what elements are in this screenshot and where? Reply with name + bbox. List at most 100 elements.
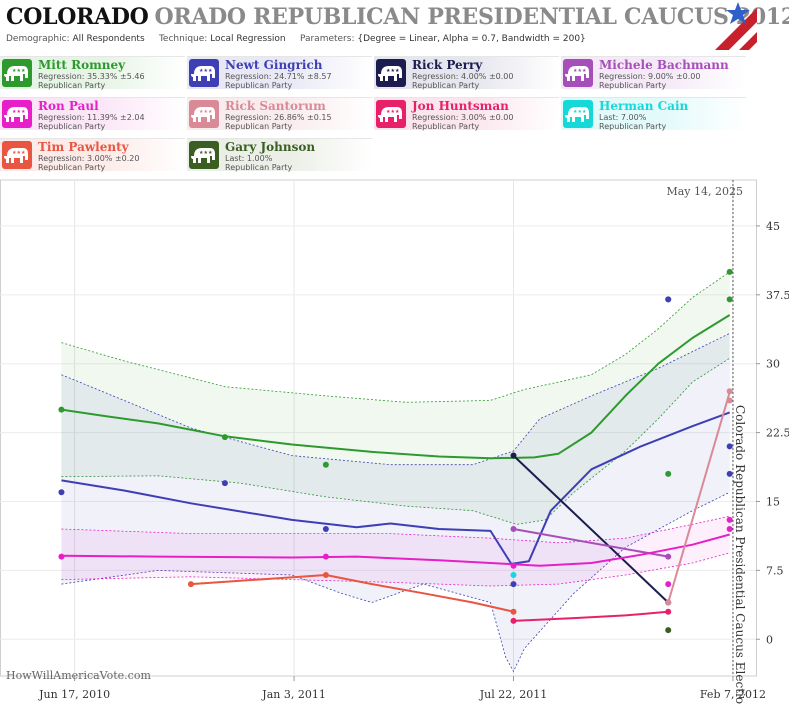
candidate-stat: Regression: 9.00% ±0.00: [599, 72, 701, 81]
technique-label: Technique:: [158, 34, 208, 44]
poll-point: [322, 571, 329, 578]
current-date-label: May 14, 2025: [666, 185, 743, 198]
page-title: COLORADO ORADO REPUBLICAN PRESIDENTIAL CA…: [6, 4, 789, 30]
x-tick-label: Jun 17, 2010: [38, 688, 110, 701]
candidate-card[interactable]: ★★★ Mitt Romney Regression: 35.33% ±5.46 Re…: [0, 56, 185, 90]
candidate-name: Ron Paul: [38, 99, 99, 113]
title-rest: ORADO REPUBLICAN PRESIDENTIAL CAUCUS 201…: [154, 4, 789, 30]
candidate-stat: Last: 1.00%: [225, 154, 273, 163]
poll-point: [665, 599, 672, 606]
candidate-party: Republican Party: [38, 163, 106, 172]
chart: Jun 17, 2010 Jan 3, 2011 Jul 22, 2011 Feb 7…: [0, 179, 789, 704]
poll-point: [665, 608, 672, 615]
poll-point: [726, 397, 733, 404]
poll-point: [322, 461, 329, 468]
elephant-icon: ★★★: [189, 100, 219, 128]
candidate-stat: Regression: 11.39% ±2.04: [38, 113, 145, 122]
svg-text:★★★: ★★★: [12, 150, 26, 156]
poll-point: [726, 470, 733, 477]
poll-point: [187, 581, 194, 588]
y-tick-label: 7.5: [766, 564, 784, 577]
candidate-card[interactable]: ★★★ Rick Santorum Regression: 26.86% ±0.15…: [187, 97, 372, 131]
grid-layer: [0, 179, 757, 677]
candidate-stat: Regression: 35.33% ±5.46: [38, 72, 145, 81]
poll-point: [510, 571, 517, 578]
x-tick-label: Jan 3, 2011: [261, 688, 326, 701]
confidence-band: [61, 333, 730, 672]
candidate-stat: Last: 7.00%: [599, 113, 647, 122]
series-line: [190, 574, 514, 613]
y-tick-label: 45: [766, 220, 780, 233]
candidate-name: Rick Perry: [412, 58, 483, 72]
y-tick-label: 22.5: [766, 427, 789, 440]
confidence-band-layer: [61, 271, 730, 673]
candidate-card[interactable]: ★★★ Herman Cain Last: 7.00% Republican Part…: [561, 97, 746, 131]
poll-point: [665, 581, 672, 588]
poll-point: [726, 526, 733, 533]
candidate-stat: Regression: 4.00% ±0.00: [412, 72, 514, 81]
poll-point: [510, 562, 517, 569]
elephant-icon: ★★★: [2, 141, 32, 169]
series-line: [61, 533, 730, 567]
poll-point: [510, 526, 517, 533]
candidate-party: Republican Party: [412, 81, 480, 90]
candidate-card[interactable]: ★★★ Newt Gingrich Regression: 24.71% ±8.57…: [187, 56, 372, 90]
svg-text:★★★: ★★★: [199, 109, 213, 115]
band-upper-line: [61, 515, 730, 544]
candidate-card[interactable]: ★★★ Ron Paul Regression: 11.39% ±2.04 Repub…: [0, 97, 185, 131]
poll-point: [221, 434, 228, 441]
poll-point: [322, 553, 329, 560]
series-line: [61, 411, 731, 565]
candidate-card[interactable]: ★★★ Jon Huntsman Regression: 3.00% ±0.00 Re…: [374, 97, 559, 131]
candidate-name: Rick Santorum: [225, 99, 326, 113]
y-tick-label: 15: [766, 495, 780, 508]
candidate-name: Michele Bachmann: [599, 58, 729, 72]
candidate-party: Republican Party: [599, 81, 667, 90]
elephant-icon: ★★★: [563, 59, 593, 87]
x-tick-label: Jul 22, 2011: [479, 688, 548, 701]
candidate-card[interactable]: ★★★ Michele Bachmann Regression: 9.00% ±0.…: [561, 56, 746, 90]
poll-point: [322, 526, 329, 533]
elephant-icon: ★★★: [189, 59, 219, 87]
candidate-card[interactable]: ★★★ Rick Perry Regression: 4.00% ±0.00 Repu…: [374, 56, 559, 90]
regression-line-layer: [61, 314, 731, 622]
poll-point: [510, 452, 517, 459]
svg-text:★★★: ★★★: [12, 68, 26, 74]
poll-point: [665, 470, 672, 477]
series-line: [513, 528, 669, 558]
candidate-name: Newt Gingrich: [225, 58, 323, 72]
elephant-icon: ★★★: [2, 100, 32, 128]
candidate-party: Republican Party: [225, 81, 293, 90]
candidate-stat: Regression: 3.00% ±0.00: [412, 113, 514, 122]
poll-point: [510, 617, 517, 624]
poll-point: [665, 627, 672, 634]
elephant-icon: ★★★: [376, 59, 406, 87]
svg-text:★★★: ★★★: [386, 68, 400, 74]
poll-point: [58, 553, 65, 560]
candidate-stat: Regression: 24.71% ±8.57: [225, 72, 332, 81]
y-tick-label: 0: [766, 633, 773, 646]
candidate-card[interactable]: ★★★ Tim Pawlenty Regression: 3.00% ±0.20 Re…: [0, 138, 185, 172]
poll-point-layer: [58, 268, 733, 634]
poll-point: [221, 480, 228, 487]
poll-point: [726, 296, 733, 303]
poll-point: [58, 406, 65, 413]
series-line: [61, 314, 731, 460]
svg-text:★★★: ★★★: [573, 68, 587, 74]
poll-point: [726, 388, 733, 395]
poll-point: [726, 443, 733, 450]
candidate-party: Republican Party: [225, 122, 293, 131]
poll-point: [665, 296, 672, 303]
parameters-label: Parameters:: [299, 34, 355, 44]
confidence-band: [61, 271, 730, 525]
x-tick-label: Feb 7, 2012: [700, 688, 766, 701]
band-lower-line: [61, 552, 730, 587]
candidate-name: Jon Huntsman: [412, 99, 509, 113]
svg-text:★★★: ★★★: [199, 150, 213, 156]
poll-point: [58, 489, 65, 496]
candidate-name: Tim Pawlenty: [38, 140, 129, 154]
candidate-party: Republican Party: [599, 122, 667, 131]
candidate-card[interactable]: ★★★ Gary Johnson Last: 1.00% Republican Par…: [187, 138, 372, 172]
demographic-value: All Respondents: [72, 34, 145, 44]
title-state: COLORADO: [6, 4, 149, 30]
